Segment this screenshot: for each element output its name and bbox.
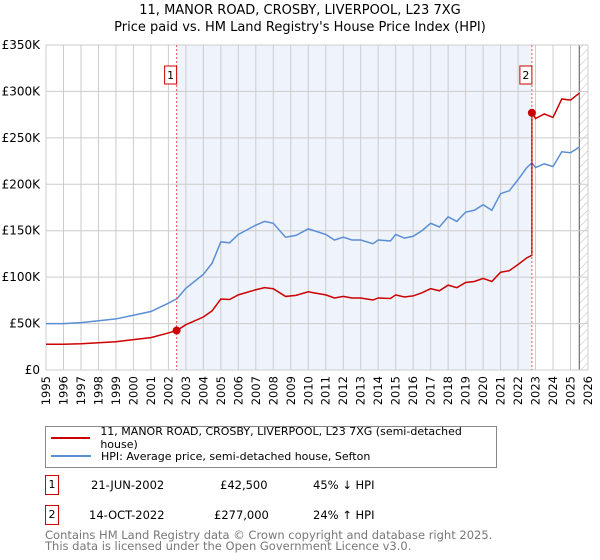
- y-tick-label: £200K: [2, 177, 42, 191]
- legend-label: 11, MANOR ROAD, CROSBY, LIVERPOOL, L23 7…: [100, 425, 462, 451]
- x-tick-label: 2011: [319, 376, 333, 405]
- legend-hpi: HPI: Average price, semi-detached house,…: [46, 448, 370, 464]
- y-tick-label: £250K: [2, 131, 42, 145]
- chart: 1995 1996 1997 1998 1999 2000 2001 2002 2003 2004…: [2, 38, 595, 405]
- sale-price: £42,500: [220, 478, 268, 492]
- x-tick-label: 1997: [74, 376, 88, 405]
- x-tick-label: 2014: [371, 376, 385, 405]
- y-tick-label: £350K: [2, 38, 42, 52]
- legend-swatch: [51, 455, 91, 457]
- y-tick-label: £0: [25, 363, 40, 377]
- chart-subtitle: Price paid vs. HM Land Registry's House …: [114, 20, 486, 35]
- x-tick-label: 2018: [441, 376, 455, 405]
- x-tick-label: 2008: [266, 376, 280, 405]
- x-tick-label: 2003: [179, 376, 193, 405]
- sale-point: [172, 326, 181, 335]
- future-hatch: [579, 45, 588, 370]
- sale-point: [527, 108, 536, 117]
- x-tick-label: 1998: [91, 376, 105, 405]
- x-tick-label: 2002: [161, 376, 175, 405]
- chart-title: 11, MANOR ROAD, CROSBY, LIVERPOOL, L23 7…: [139, 3, 461, 18]
- footer-line: This data is licensed under the Open Gov…: [45, 539, 412, 553]
- x-tick-label: 1995: [39, 376, 53, 405]
- legend-property: 11, MANOR ROAD, CROSBY, LIVERPOOL, L23 7…: [46, 425, 496, 451]
- sale-label-box: [519, 65, 533, 85]
- hpi-line: [46, 146, 580, 325]
- x-tick-label: 2001: [144, 376, 158, 405]
- sale-badge: 2: [45, 505, 59, 525]
- legend-swatch: [51, 437, 91, 439]
- y-tick-label: £50K: [9, 317, 41, 331]
- x-tick-label: 2010: [301, 376, 315, 405]
- x-tick-label: 2006: [231, 376, 245, 405]
- y-tick-label: £100K: [2, 270, 42, 284]
- x-tick-label: 2016: [406, 376, 420, 405]
- x-tick-label: 2013: [354, 376, 368, 405]
- footer: Contains HM Land Registry data © Crown c…: [45, 528, 493, 553]
- x-tick-label: 2007: [249, 376, 263, 405]
- x-tick-label: 2004: [196, 376, 210, 405]
- property-price-line: [46, 92, 580, 346]
- footer-line: Contains HM Land Registry data © Crown c…: [45, 528, 493, 542]
- x-tick-label: 1999: [109, 376, 123, 405]
- x-tick-label: 2019: [459, 376, 473, 405]
- sale-label: 2: [522, 69, 529, 82]
- x-tick-label: 2023: [529, 376, 543, 405]
- legend-label: HPI: Average price, semi-detached house,…: [101, 449, 371, 463]
- x-tick-label: 2005: [214, 376, 228, 405]
- x-tick-label: 2015: [389, 376, 403, 405]
- x-tick-label: 2012: [336, 376, 350, 405]
- shaded-ownership-period: [176, 45, 532, 370]
- x-tick-label: 2026: [581, 376, 595, 405]
- legend: 11, MANOR ROAD, CROSBY, LIVERPOOL, L23 7…: [45, 425, 497, 468]
- sale-delta: 24% ↑ HPI: [313, 508, 375, 522]
- x-tick-label: 2021: [494, 376, 508, 405]
- y-tick-label: £300K: [2, 84, 42, 98]
- sale-label-box: [164, 65, 178, 85]
- sale-delta: 45% ↓ HPI: [313, 478, 375, 492]
- x-tick-label: 2024: [546, 376, 560, 405]
- sale-label: 1: [167, 69, 174, 82]
- x-tick-label: 2000: [126, 376, 140, 405]
- sale-price: £277,000: [214, 508, 269, 522]
- x-tick-label: 1996: [56, 376, 70, 405]
- x-tick-label: 2022: [511, 376, 525, 405]
- sale-date: 21-JUN-2002: [91, 478, 165, 492]
- x-tick-label: 2009: [284, 376, 298, 405]
- x-tick-label: 2017: [424, 376, 438, 405]
- sale-badge: 1: [45, 475, 59, 495]
- sale-date: 14-OCT-2022: [89, 508, 165, 522]
- y-tick-label: £150K: [2, 224, 42, 238]
- x-tick-label: 2025: [564, 376, 578, 405]
- x-tick-label: 2020: [476, 376, 490, 405]
